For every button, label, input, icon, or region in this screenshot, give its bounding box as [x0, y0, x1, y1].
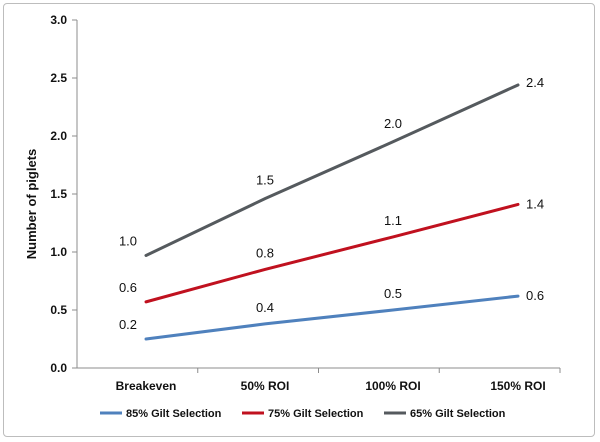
- legend-label: 65% Gilt Selection: [410, 408, 506, 420]
- data-label: 0.5: [384, 286, 402, 301]
- x-tick-labels: Breakeven 50% ROI 100% ROI 150% ROI: [116, 379, 546, 393]
- y-axis-label: Number of piglets: [24, 149, 39, 260]
- series-line-0: [144, 294, 520, 341]
- y-tick-label: 1.5: [50, 187, 67, 201]
- data-label: 1.4: [526, 196, 544, 211]
- x-tick-label: 50% ROI: [241, 379, 290, 393]
- data-label: 0.8: [256, 245, 274, 260]
- data-label: 2.4: [526, 75, 544, 90]
- y-tick-label: 2.0: [50, 129, 67, 143]
- y-tick-label: 3.0: [50, 13, 67, 27]
- data-label: 1.0: [119, 233, 137, 248]
- y-tick-label: 2.5: [50, 71, 67, 85]
- legend: 85% Gilt Selection 75% Gilt Selection 65% …: [100, 408, 506, 420]
- data-label: 0.6: [119, 280, 137, 295]
- x-tick-label: Breakeven: [116, 379, 177, 393]
- legend-label: 85% Gilt Selection: [126, 408, 222, 420]
- axes: [72, 19, 561, 373]
- y-tick-label: 0.0: [50, 361, 67, 375]
- data-labels: 0.2 0.4 0.5 0.6 0.6 0.8 1.1 1.4 1.0 1.5 2.0 2.4: [119, 75, 544, 332]
- data-label: 0.4: [256, 300, 274, 315]
- x-tick-label: 150% ROI: [490, 379, 545, 393]
- data-label: 1.5: [256, 173, 274, 188]
- legend-label: 75% Gilt Selection: [268, 408, 364, 420]
- y-tick-label: 0.5: [50, 303, 67, 317]
- x-tick-label: 100% ROI: [365, 379, 420, 393]
- data-label: 2.0: [384, 116, 402, 131]
- y-tick-label: 1.0: [50, 245, 67, 259]
- chart-frame: [3, 3, 595, 437]
- data-label: 0.2: [119, 317, 137, 332]
- data-label: 1.1: [384, 213, 402, 228]
- series-lines: [144, 83, 520, 341]
- series-line-1: [144, 202, 520, 304]
- series-line-2: [144, 83, 520, 257]
- data-label: 0.6: [526, 288, 544, 303]
- y-tick-labels: 0.0 0.5 1.0 1.5 2.0 2.5 3.0: [50, 13, 67, 375]
